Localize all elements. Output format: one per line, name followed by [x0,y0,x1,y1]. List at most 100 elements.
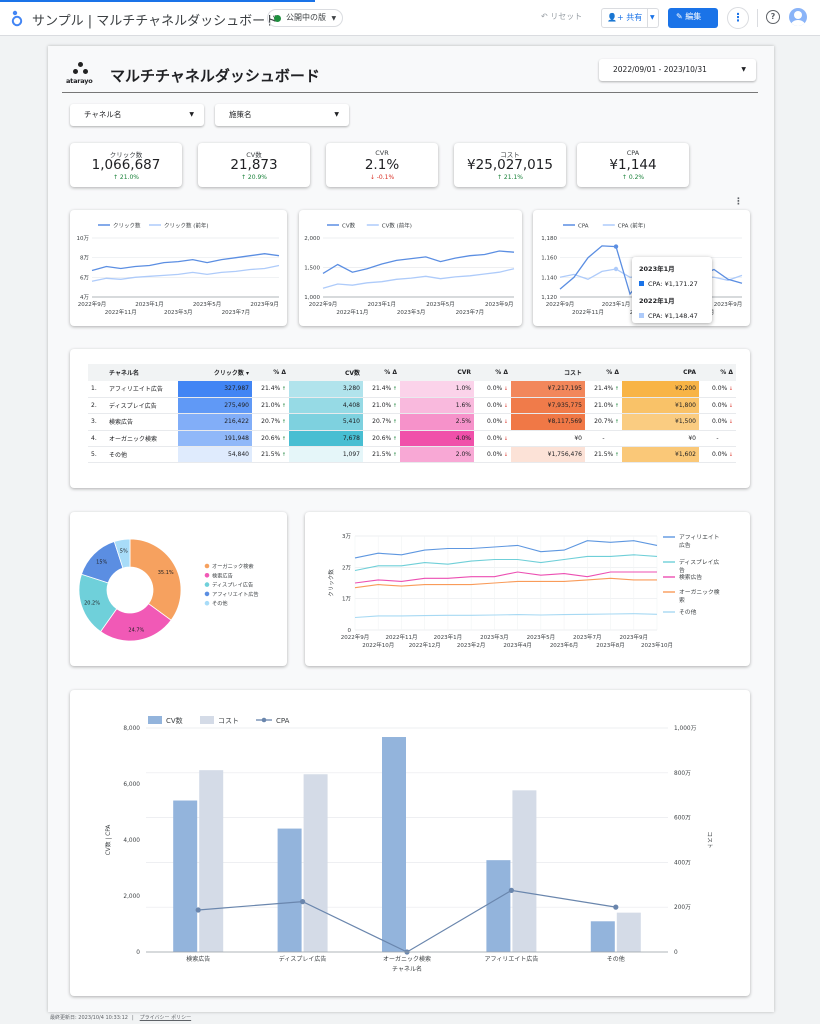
y-tick-label: 2,000 [304,236,320,242]
app-title[interactable]: サンプル | マルチチャネルダッシュボード [32,14,279,29]
legend-label: CV数 (前年) [382,222,412,230]
chart-menu-icon[interactable]: ⋮ [734,197,743,207]
y2-tick-label: 1,000万 [674,725,697,732]
arrow-up-icon: ↑ [391,419,397,426]
kpi-card-cpa[interactable]: CPA ¥1,144 ↑ 0.2% [577,143,689,187]
x-tick-label: オーガニック検索 [383,955,431,963]
table-cell: 検索広告 [106,413,178,431]
edit-button[interactable]: ✎ 編集 [668,8,718,28]
table-header-cell[interactable]: CPA [622,364,699,381]
y-tick-label: 1,160 [541,256,557,262]
legend-label: CPA (前年) [618,222,646,230]
table-cell: 327,987 [178,381,252,398]
kpi-card-cvr[interactable]: CVR 2.1% ↓ -0.1% [326,143,438,187]
cpa-trend-chart-card[interactable]: CPA CPA (前年) 1,120 1,140 1,160 1,180 2022年9月 20… [533,210,750,326]
channel-combo-chart[interactable]: CV数 コスト CPA0200万400万600万800万1,000万02,0004,… [70,690,750,996]
table-cell: 4.0% [400,430,474,448]
table-cell: - [585,430,622,448]
table-cell: 20.6% ↑ [363,430,400,448]
table-header-cell[interactable]: CVR [400,364,474,381]
y-tick-label: 8万 [80,255,89,262]
arrow-up-icon: ↑ [391,386,397,393]
x-tick-label: 2023年1月 [135,300,164,308]
table-row[interactable]: 5. その他 54,840 21.5% ↑ 1,097 21.5% ↑ 2.0% 0.0% ↓… [88,446,736,464]
table-cell: 21.5% ↑ [585,446,622,464]
table-header-cell[interactable]: % Δ [363,364,400,381]
series-line-current [322,250,515,274]
table-row[interactable]: 2. ディスプレイ広告 275,490 21.0% ↑ 4,408 21.0% ↑ 1.6%… [88,397,736,415]
campaign-filter-dropdown[interactable]: 施策名 ▼ [215,104,349,126]
version-status-chip[interactable]: 公開中の版 ▼ [267,9,344,27]
table-cell: 2.5% [400,413,474,431]
table-header-cell[interactable]: コスト [511,364,585,381]
date-range-selector[interactable]: 2022/09/01 - 2023/10/31 ▼ [599,59,756,81]
app-header: サンプル | マルチチャネルダッシュボード 公開中の版 ▼ ↶ リセット 👤+ … [0,0,820,36]
legend-label: その他 [212,599,228,607]
table-header-cell[interactable]: % Δ [585,364,622,381]
arrow-down-icon: ↓ [502,435,508,442]
channel-clicks-line-card[interactable]: 0 1万 2万 3万 クリック数 2022年9月 2022年11月 2023年1月 2023年3… [305,512,750,666]
share-button[interactable]: 👤+ 共有 ▼ [601,8,659,28]
reset-button[interactable]: ↶ リセット [541,12,583,21]
table-header-cell[interactable]: CV数 [289,364,363,381]
cv-trend-chart-card[interactable]: CV数 CV数 (前年) 1,000 1,500 2,000 2022年9月 2023年1月… [299,210,522,326]
help-icon[interactable]: ? [766,10,780,24]
undo-icon: ↶ [541,12,551,21]
more-options-icon[interactable]: ⋮ [727,7,749,29]
table-row[interactable]: 1. アフィリエイト広告 327,987 21.4% ↑ 3,280 21.4% ↑ 1.0… [88,381,736,398]
x-tick-label: 2022年12月 [409,641,441,649]
table-cell: 20.7% ↑ [363,413,400,431]
legend-label: 広告 [679,541,691,549]
avatar[interactable] [789,8,807,26]
table-cell: 191,948 [178,430,252,448]
table-header-cell[interactable]: % Δ [474,364,511,381]
slice-label: 15% [96,560,107,566]
table-header-cell[interactable]: クリック数 ▾ [178,364,252,381]
arrow-up-icon: ↑ [613,452,619,459]
channel-combo-chart-card[interactable]: CV数 コスト CPA 0 200万 400万 600万 800万 1,000万 0 2,000 4,… [70,690,750,996]
kpi-card-clicks[interactable]: クリック数 1,066,687 ↑ 21.0% [70,143,182,187]
channel-filter-dropdown[interactable]: チャネル名 ▼ [70,104,204,126]
slice-label: 35.1% [158,570,174,576]
table-row[interactable]: 3. 検索広告 216,422 20.7% ↑ 5,410 20.7% ↑ 2.5% 0.0%… [88,413,736,431]
legend-label: その他 [679,608,697,616]
bar-cost [512,790,537,952]
privacy-policy-link[interactable]: プライバシー ポリシー [139,1015,192,1021]
x-tick-label: 2022年11月 [105,308,137,316]
y-tick-label: 4,000 [123,838,140,844]
clicks-trend-chart-card[interactable]: クリック数 クリック数 (前年) 4万 6万 8万 10万 2022年9月 2023年1月 20… [70,210,287,326]
table-cell: 4. [88,430,106,448]
share-options-chevron-icon[interactable]: ▼ [650,14,655,21]
table-header-cell[interactable]: % Δ [252,364,289,381]
bar-cv [590,921,615,952]
status-dot-icon [274,15,281,22]
channel-table: チャネル名 クリック数 ▾% Δ CV数% Δ CVR% Δ コスト% Δ CPA% Δ … [88,364,736,464]
brand-name: atarayo [66,77,93,85]
y-tick-label: 1,140 [541,275,557,281]
channel-share-donut-card[interactable]: 35.1% 24.7% 20.2% 15% 5% オーガニック検索 検索広告 ディスプレイ広告… [70,512,287,666]
kpi-card-cost[interactable]: コスト ¥25,027,015 ↑ 21.1% [454,143,566,187]
arrow-up-icon: ↑ [613,386,619,393]
looker-studio-logo-icon[interactable] [10,9,24,27]
kpi-card-cv[interactable]: CV数 21,873 ↑ 20.9% [198,143,310,187]
chevron-down-icon: ▼ [189,111,194,118]
legend-swatch [204,582,210,587]
table-cell: オーガニック検索 [106,430,178,448]
table-header-cell[interactable]: チャネル名 [106,364,178,381]
arrow-up-icon: ↑ [280,452,286,459]
x-tick-label: 2023年7月 [456,308,485,316]
y2-tick-label: 400万 [674,859,691,866]
table-row[interactable]: 4. オーガニック検索 191,948 20.6% ↑ 7,678 20.6% ↑ 4.0%… [88,430,736,448]
chevron-down-icon: ▼ [334,111,339,118]
table-header-cell[interactable]: % Δ [699,364,736,381]
cv-trend-chart[interactable]: CV数 CV数 (前年) 1,000 1,500 2,000 2022年9月 2023年1月… [299,210,522,326]
channel-share-donut-chart[interactable]: 35.1% 24.7% 20.2% 15% 5% オーガニック検索検索広告ディスプレイ広告… [70,512,287,666]
legend-swatch [148,716,162,724]
chart-tooltip: 2023年1月 CPA: ¥1,171.27 2022年1月 CPA: ¥1,1… [632,257,712,323]
x-tick-label: その他 [607,955,625,963]
channel-table-card: チャネル名 クリック数 ▾% Δ CV数% Δ CVR% Δ コスト% Δ CPA% Δ … [70,349,750,488]
table-cell: 0.0% ↓ [699,413,736,431]
table-cell: 2.0% [400,446,474,464]
